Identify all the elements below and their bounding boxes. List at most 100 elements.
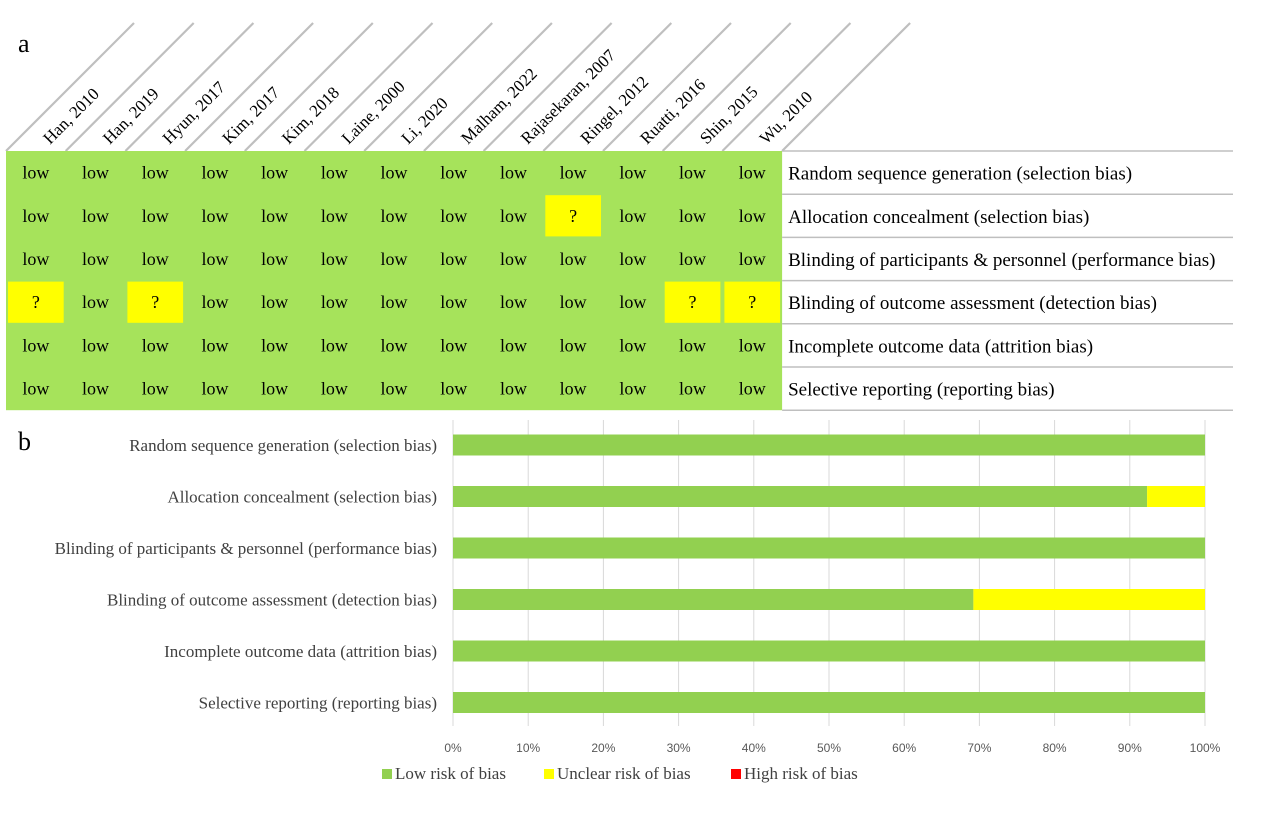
rating-cell-text: low — [440, 249, 467, 269]
category-label: Incomplete outcome data (attrition bias) — [164, 642, 437, 661]
x-tick-label: 30% — [667, 741, 691, 755]
rating-cell-text: low — [500, 292, 527, 312]
rating-cell-text: ? — [151, 292, 159, 312]
bar-segment — [453, 692, 1205, 713]
study-label: Wu, 2010 — [756, 87, 816, 147]
rating-cell-text: low — [440, 163, 467, 183]
bar-segment — [453, 486, 1148, 507]
rating-cell-text: low — [82, 292, 109, 312]
rating-cell-text: low — [440, 379, 467, 399]
rating-cell-text: low — [619, 163, 646, 183]
rating-cell-text: ? — [748, 292, 756, 312]
study-label: Li, 2020 — [398, 94, 452, 148]
rating-cell-text: low — [261, 292, 288, 312]
rating-cell-text: low — [142, 379, 169, 399]
x-tick-label: 90% — [1118, 741, 1142, 755]
rating-cell-text: low — [22, 335, 49, 355]
rating-cell-text: low — [142, 335, 169, 355]
rating-cell-text: low — [82, 163, 109, 183]
rating-cell-text: low — [82, 249, 109, 269]
rating-cell-text: low — [82, 379, 109, 399]
rating-cell-text: low — [619, 292, 646, 312]
unclear-cell — [664, 281, 721, 323]
rating-cell-text: low — [679, 335, 706, 355]
category-label: Blinding of outcome assessment (detectio… — [107, 591, 437, 610]
legend-swatch — [731, 769, 741, 779]
rating-cell-text: low — [381, 206, 408, 226]
rating-cell-text: low — [82, 335, 109, 355]
rating-cell-text: low — [619, 249, 646, 269]
rating-cell-text: low — [201, 379, 228, 399]
header-diagonal-line — [363, 22, 493, 152]
study-label: Shin, 2015 — [696, 82, 762, 148]
legend-label: High risk of bias — [744, 764, 858, 783]
header-diagonal-line — [184, 22, 314, 152]
legend-swatch — [382, 769, 392, 779]
rating-cell-text: low — [560, 292, 587, 312]
rating-cell-text: low — [142, 249, 169, 269]
x-tick-label: 0% — [444, 741, 462, 755]
x-tick-label: 100% — [1190, 741, 1221, 755]
rating-cell-text: low — [560, 335, 587, 355]
study-label: Kim, 2017 — [218, 83, 283, 148]
rating-cell-text: low — [321, 206, 348, 226]
unclear-cell — [545, 195, 601, 237]
rating-cell-text: low — [142, 163, 169, 183]
legend-label: Unclear risk of bias — [557, 764, 691, 783]
rating-cell-text: low — [381, 249, 408, 269]
domain-label: Selective reporting (reporting bias) — [788, 380, 1054, 401]
bar-segment — [973, 589, 1205, 610]
header-diagonal-line — [602, 22, 732, 152]
rating-cell-text: low — [739, 249, 766, 269]
x-tick-label: 20% — [591, 741, 615, 755]
rating-cell-text: low — [201, 163, 228, 183]
rating-cell-text: low — [619, 379, 646, 399]
rating-cell-text: ? — [569, 206, 577, 226]
rating-cell-text: low — [440, 292, 467, 312]
header-diagonal-line — [64, 22, 195, 152]
rating-cell-text: low — [381, 292, 408, 312]
domain-label: Random sequence generation (selection bi… — [788, 164, 1132, 185]
rating-cell-text: low — [22, 249, 49, 269]
bar-segment — [453, 640, 1205, 662]
rating-cell-text: low — [500, 163, 527, 183]
header-diagonal-line — [124, 22, 255, 152]
rating-cell-text: low — [321, 335, 348, 355]
rating-cell-text: low — [500, 335, 527, 355]
rating-cell-text: low — [679, 249, 706, 269]
x-tick-label: 80% — [1043, 741, 1067, 755]
domain-label: Blinding of outcome assessment (detectio… — [788, 293, 1157, 314]
study-label: Han, 2019 — [99, 84, 163, 148]
rating-cell-text: low — [679, 163, 706, 183]
header-diagonal-line — [721, 22, 852, 152]
bar-segment — [1147, 486, 1205, 507]
rating-cell-text: low — [201, 292, 228, 312]
rating-cell-text: low — [619, 335, 646, 355]
unclear-cell — [724, 281, 781, 323]
rating-cell-text: low — [619, 206, 646, 226]
category-label: Allocation concealment (selection bias) — [167, 488, 437, 507]
rating-cell-text: low — [560, 379, 587, 399]
rating-cell-text: low — [739, 335, 766, 355]
panel-a-letter: a — [18, 29, 30, 58]
rating-cell-text: low — [321, 292, 348, 312]
rating-cell-text: low — [679, 379, 706, 399]
rating-cell-text: low — [321, 163, 348, 183]
study-label: Laine, 2000 — [338, 77, 409, 148]
study-label: Kim, 2018 — [278, 83, 343, 148]
x-tick-label: 50% — [817, 741, 841, 755]
rating-cell-text: low — [739, 206, 766, 226]
rating-cell-text: low — [381, 379, 408, 399]
rating-cell-text: low — [500, 379, 527, 399]
rating-cell-text: low — [201, 335, 228, 355]
x-tick-label: 60% — [892, 741, 916, 755]
rating-cell-text: low — [321, 379, 348, 399]
study-label: Han, 2010 — [39, 84, 103, 148]
rating-cell-text: low — [321, 249, 348, 269]
rating-cell-text: low — [560, 249, 587, 269]
x-tick-label: 40% — [742, 741, 766, 755]
rating-cell-text: low — [22, 379, 49, 399]
rating-cell-text: low — [500, 249, 527, 269]
header-diagonal-line — [781, 22, 911, 152]
rating-cell-text: low — [261, 206, 288, 226]
